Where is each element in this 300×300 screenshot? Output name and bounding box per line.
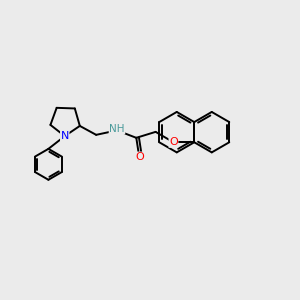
Text: O: O bbox=[169, 137, 178, 147]
Text: NH: NH bbox=[109, 124, 125, 134]
Text: N: N bbox=[61, 131, 69, 141]
Text: O: O bbox=[135, 152, 144, 162]
